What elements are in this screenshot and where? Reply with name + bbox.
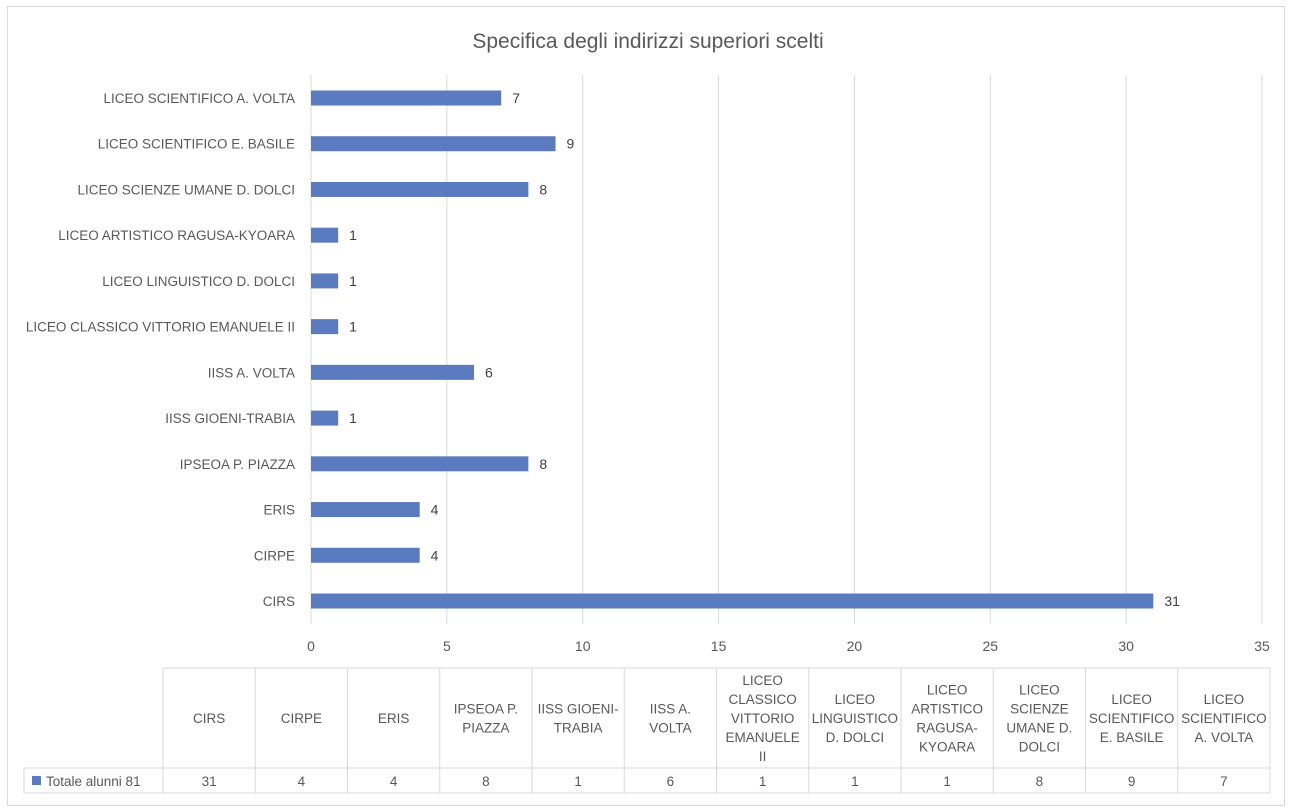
x-tick-label: 15 — [711, 638, 727, 654]
category-label: LICEO ARTISTICO RAGUSA-KYOARA — [58, 228, 295, 243]
table-value-cell: 7 — [1220, 774, 1228, 789]
chart-title: Specifica degli indirizzi superiori scel… — [472, 30, 823, 53]
x-tick-label: 35 — [1254, 638, 1270, 654]
table-value-cell: 8 — [482, 774, 490, 789]
table-header-cell: VITTORIO — [731, 711, 795, 726]
table-header-cell: DOLCI — [1019, 740, 1060, 755]
table-value-cell: 8 — [1036, 774, 1044, 789]
table-header-cell: SCIENTIFICO — [1089, 711, 1175, 726]
table-header-cell: LICEO — [1204, 692, 1245, 707]
gridlines — [310, 75, 1263, 624]
bar — [311, 273, 339, 289]
category-labels: CIRS CIRPE ERIS IPSEOA P. PIAZZA IISS GIOENI… — [26, 91, 295, 609]
data-label: 4 — [431, 502, 439, 518]
category-label: LICEO SCIENZE UMANE D. DOLCI — [77, 182, 295, 197]
bar — [311, 90, 502, 106]
data-label: 7 — [512, 90, 520, 106]
table-header-cell: SCIENTIFICO — [1181, 711, 1267, 726]
table-header-cell: LICEO — [835, 692, 876, 707]
table-value-cell: 1 — [574, 774, 582, 789]
x-axis-ticks: 0 5 10 15 20 25 30 35 — [307, 638, 1270, 654]
legend-key — [32, 776, 41, 785]
chart-frame — [7, 6, 1285, 806]
table-value-cell: 4 — [298, 774, 306, 789]
table-header-cell: ERIS — [378, 711, 410, 726]
category-label: LICEO LINGUISTICO D. DOLCI — [102, 274, 295, 289]
category-label: ERIS — [263, 503, 295, 518]
table-header-cell: VOLTA — [649, 721, 691, 736]
bar — [311, 547, 420, 563]
category-label: LICEO CLASSICO VITTORIO EMANUELE II — [26, 320, 295, 335]
x-tick-label: 10 — [575, 638, 591, 654]
table-header-cell: LICEO — [1111, 692, 1152, 707]
data-label: 1 — [349, 227, 357, 243]
table-value-cell: 1 — [943, 774, 951, 789]
table-header-cell: SCIENZE — [1010, 702, 1069, 717]
x-tick-label: 25 — [982, 638, 998, 654]
category-label: LICEO SCIENTIFICO A. VOLTA — [103, 91, 295, 106]
table-header-cell: UMANE D. — [1006, 721, 1072, 736]
table-value-cell: 31 — [202, 774, 217, 789]
data-label: 1 — [349, 273, 357, 289]
table-header-cell: RAGUSA- — [916, 721, 978, 736]
category-label: LICEO SCIENTIFICO E. BASILE — [98, 137, 295, 152]
data-label: 8 — [539, 456, 547, 472]
table-header-cell: E. BASILE — [1100, 730, 1164, 745]
bar — [311, 502, 420, 518]
category-label: IISS A. VOLTA — [208, 365, 295, 380]
table-header-cell: TRABIA — [554, 721, 603, 736]
x-tick-label: 5 — [443, 638, 451, 654]
data-label: 8 — [539, 181, 547, 197]
table-header-cell: IPSEOA P. — [454, 702, 518, 717]
table-header-cell: CLASSICO — [728, 692, 796, 707]
table-header-cell: KYOARA — [919, 740, 975, 755]
table-value-cell: 4 — [390, 774, 398, 789]
bar — [311, 319, 339, 335]
data-label: 4 — [431, 547, 439, 563]
table-header-cell: II — [759, 749, 767, 764]
category-label: IISS GIOENI-TRABIA — [165, 411, 295, 426]
x-tick-label: 30 — [1118, 638, 1134, 654]
bar — [311, 227, 339, 243]
bar — [311, 410, 339, 426]
table-header-cell: LICEO — [927, 683, 968, 698]
category-label: IPSEOA P. PIAZZA — [180, 457, 295, 472]
data-label: 9 — [567, 136, 575, 152]
table-header-cell: CIRPE — [281, 711, 322, 726]
table-header-cell: CIRS — [193, 711, 225, 726]
table-value-cell: 1 — [851, 774, 859, 789]
table-value-cell: 1 — [759, 774, 767, 789]
bar — [311, 456, 529, 472]
table-header-cell: ARTISTICO — [911, 702, 983, 717]
x-tick-label: 0 — [307, 638, 315, 654]
category-label: CIRPE — [254, 548, 295, 563]
data-table: CIRS 31 CIRPE 4 ERIS 4 IPSEOA P. PIAZZA 8 IISS GI… — [23, 667, 1271, 794]
series-name: Totale alunni 81 — [46, 774, 141, 789]
table-header-cell: LICEO — [742, 673, 783, 688]
category-label: CIRS — [263, 594, 295, 609]
data-label: 1 — [349, 319, 357, 335]
table-header-cell: IISS GIOENI- — [538, 702, 619, 717]
table-header-cell: EMANUELE — [725, 730, 799, 745]
data-label: 1 — [349, 410, 357, 426]
table-header-cell: IISS A. — [650, 702, 691, 717]
bar — [311, 181, 529, 197]
bar — [311, 364, 475, 380]
table-header-cell: LINGUISTICO — [812, 711, 898, 726]
bar — [311, 136, 556, 152]
table-value-cell: 6 — [667, 774, 675, 789]
x-tick-label: 20 — [847, 638, 863, 654]
table-header-cell: LICEO — [1019, 683, 1060, 698]
table-header-cell: PIAZZA — [462, 721, 509, 736]
table-header-cell: A. VOLTA — [1194, 730, 1253, 745]
table-value-cell: 9 — [1128, 774, 1136, 789]
bar — [311, 593, 1154, 609]
table-header-cell: D. DOLCI — [826, 730, 885, 745]
data-label: 6 — [485, 364, 493, 380]
data-label: 31 — [1164, 593, 1180, 609]
